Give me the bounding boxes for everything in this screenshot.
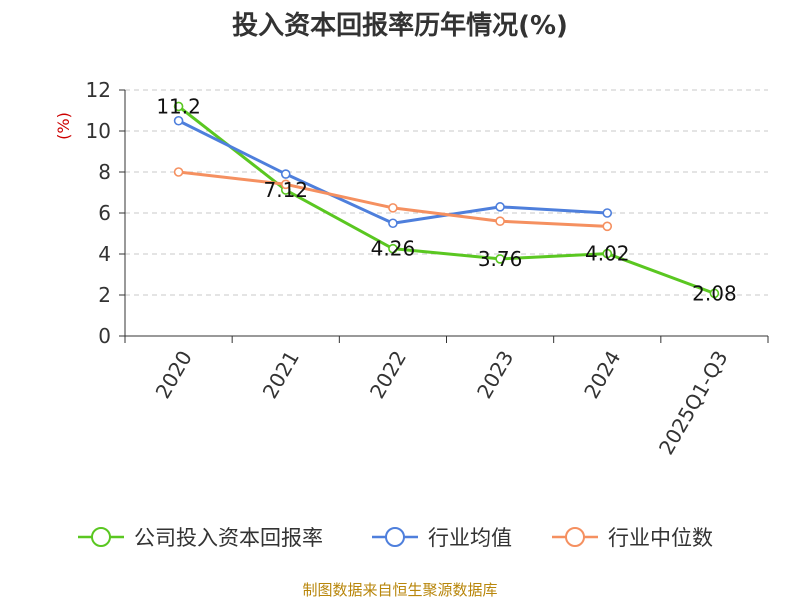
y-tick-label: 0: [98, 324, 111, 348]
series-line-0: [177, 105, 715, 295]
data-point: [173, 101, 184, 112]
data-label: 4.26: [371, 237, 416, 261]
data-point: [280, 179, 291, 190]
data-label: 11.2: [156, 94, 201, 118]
y-tick-label: 8: [98, 160, 111, 184]
data-label: 3.76: [478, 247, 523, 271]
legend: 公司投入资本回报率 行业均值 行业中位数: [78, 526, 713, 550]
data-point: [495, 254, 505, 264]
legend-label: 行业中位数: [608, 526, 713, 550]
y-tick-label: 6: [98, 201, 111, 225]
x-tick-label: 2022: [365, 347, 411, 403]
x-tick-label: 2021: [258, 347, 304, 403]
series-line-2: [178, 170, 608, 228]
y-tick-label: 12: [86, 78, 111, 102]
data-label: 4.02: [585, 242, 630, 266]
data-point: [388, 218, 398, 229]
x-tick-label: 2023: [472, 347, 518, 403]
y-tick-label: 2: [98, 283, 111, 307]
legend-label: 行业均值: [428, 526, 512, 550]
legend-marker-2: [565, 527, 585, 547]
x-tick-label: 2020: [151, 347, 197, 403]
data-point: [388, 243, 398, 254]
data-point: [709, 288, 720, 299]
data-point: [495, 216, 505, 226]
chart-title: 投入资本回报率历年情况(%): [232, 10, 568, 41]
grid-lines: [125, 89, 768, 296]
data-point: [602, 221, 613, 232]
y-axis-label: (%): [54, 112, 73, 140]
x-tick-label: 2025Q1-Q3: [654, 347, 733, 459]
data-point: [173, 167, 184, 177]
legend-label: 公司投入资本回报率: [134, 526, 323, 550]
legend-marker-1: [385, 527, 405, 547]
data-label: 7.12: [263, 178, 308, 202]
data-point: [280, 169, 291, 179]
y-tick-label: 10: [86, 119, 111, 143]
y-tick-label: 4: [98, 242, 111, 266]
data-point: [388, 203, 398, 213]
data-point: [173, 115, 184, 126]
data-point: [495, 202, 505, 212]
series-layer: [173, 101, 720, 299]
source-note: 制图数据来自恒生聚源数据库: [302, 581, 497, 599]
data-labels: 11.2 7.12 4.26 3.76 4.02 2.08: [156, 94, 736, 305]
data-point: [602, 208, 613, 218]
data-point: [602, 248, 613, 259]
axes: 0 2 4 6 8 10 12 2020 2021 2022 2023 2024 2025Q1-Q3: [86, 78, 769, 459]
legend-marker-0: [91, 527, 111, 547]
data-label: 2.08: [692, 281, 737, 305]
x-tick-label: 2024: [579, 347, 625, 403]
